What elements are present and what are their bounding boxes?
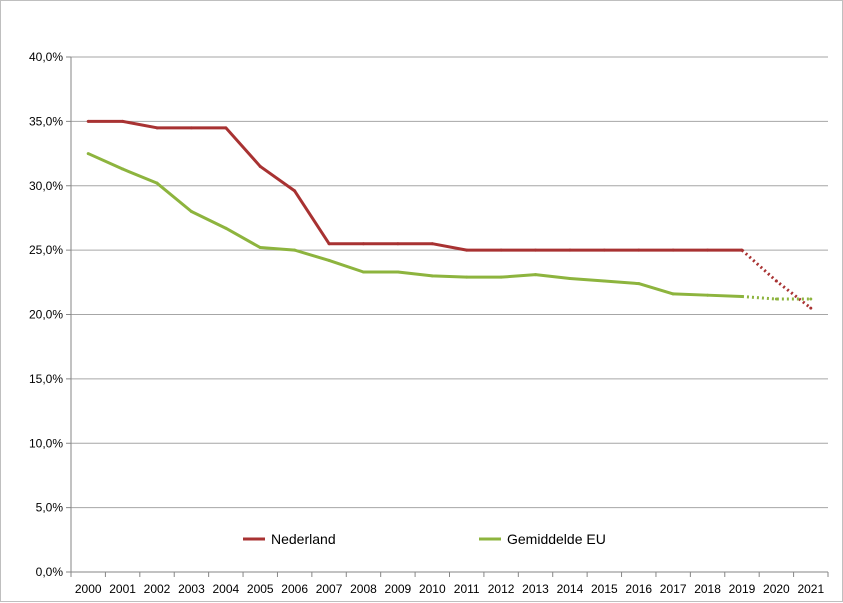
data-point-gemiddelde-eu xyxy=(671,292,675,296)
x-tick-label: 2003 xyxy=(178,582,205,596)
y-tick-label: 5,0% xyxy=(36,501,64,515)
x-tick-label: 2007 xyxy=(316,582,343,596)
y-tick-label: 30,0% xyxy=(29,179,63,193)
x-tick-label: 2021 xyxy=(797,582,824,596)
data-point-nederland xyxy=(637,248,641,252)
data-point-nederland xyxy=(499,248,503,252)
data-point-nederland xyxy=(293,189,297,193)
data-point-nederland xyxy=(602,248,606,252)
data-point-nederland xyxy=(568,248,572,252)
data-point-gemiddelde-eu xyxy=(465,275,469,279)
data-point-gemiddelde-eu xyxy=(706,293,710,297)
data-point-nederland xyxy=(809,306,813,310)
x-tick-label: 2013 xyxy=(522,582,549,596)
data-point-gemiddelde-eu xyxy=(189,210,193,213)
legend-label-gemiddelde-eu: Gemiddelde EU xyxy=(507,531,606,547)
data-point-nederland xyxy=(396,242,400,246)
x-tick-label: 2012 xyxy=(488,582,515,596)
x-tick-label: 2005 xyxy=(247,582,274,596)
x-tick-label: 2008 xyxy=(350,582,377,596)
y-tick-label: 10,0% xyxy=(29,436,63,450)
x-tick-label: 2010 xyxy=(419,582,446,596)
data-point-gemiddelde-eu xyxy=(293,248,297,252)
x-tick-label: 2011 xyxy=(454,582,480,596)
data-point-nederland xyxy=(86,119,90,123)
series-line-nederland xyxy=(88,119,742,252)
legend: Nederland Gemiddelde EU xyxy=(243,531,606,547)
data-point-nederland xyxy=(774,279,778,283)
legend-item-nederland: Nederland xyxy=(243,531,336,547)
y-tick-label: 20,0% xyxy=(29,308,63,322)
x-tick-label: 2019 xyxy=(729,582,756,596)
x-tick-label: 2014 xyxy=(557,582,584,596)
data-point-gemiddelde-eu xyxy=(602,279,606,283)
x-tick-label: 2006 xyxy=(281,582,308,596)
data-point-gemiddelde-eu xyxy=(534,273,538,277)
data-point-gemiddelde-eu xyxy=(224,226,228,230)
data-point-gemiddelde-eu xyxy=(86,152,90,156)
data-point-gemiddelde-eu xyxy=(361,270,365,274)
data-point-nederland xyxy=(327,242,331,246)
data-point-gemiddelde-eu xyxy=(499,275,503,279)
data-point-gemiddelde-eu xyxy=(258,246,262,250)
x-tick-label: 2002 xyxy=(144,582,171,596)
data-point-nederland xyxy=(465,248,469,252)
series-line-gemiddelde-eu xyxy=(87,152,743,298)
data-point-nederland xyxy=(430,242,434,246)
data-point-nederland xyxy=(155,126,159,130)
y-tick-label: 25,0% xyxy=(29,243,63,257)
x-tick-label: 2004 xyxy=(212,582,239,596)
x-tick-label: 2015 xyxy=(591,582,618,596)
x-tick-label: 2020 xyxy=(763,582,790,596)
series-layer xyxy=(86,119,813,310)
data-point-nederland xyxy=(258,164,262,168)
data-point-nederland xyxy=(224,126,228,130)
x-tick-label: 2016 xyxy=(625,582,652,596)
data-point-nederland xyxy=(671,248,675,252)
y-tick-label: 35,0% xyxy=(29,114,63,128)
legend-item-gemiddelde-eu: Gemiddelde EU xyxy=(479,531,606,547)
data-point-nederland xyxy=(121,119,125,123)
data-point-gemiddelde-eu xyxy=(774,297,778,301)
x-tick-label: 2009 xyxy=(385,582,412,596)
data-point-nederland xyxy=(706,248,710,252)
legend-label-nederland: Nederland xyxy=(271,531,336,547)
x-tick-label: 2018 xyxy=(694,582,721,596)
y-axis-tick-labels: 0,0% 5,0% 10,0% 15,0% 20,0% 25,0% 30,0% 35,0% 40… xyxy=(29,50,63,579)
y-tick-label: 0,0% xyxy=(36,565,64,579)
data-point-gemiddelde-eu xyxy=(121,167,125,171)
data-point-gemiddelde-eu xyxy=(740,294,744,298)
data-point-gemiddelde-eu xyxy=(637,282,641,286)
x-tick-label: 2001 xyxy=(109,582,136,596)
data-point-nederland xyxy=(534,248,538,252)
data-point-gemiddelde-eu xyxy=(568,276,572,280)
data-point-gemiddelde-eu xyxy=(809,297,813,301)
y-tick-label: 40,0% xyxy=(29,50,63,64)
y-tick-label: 15,0% xyxy=(29,372,63,386)
x-tick-label: 2000 xyxy=(75,582,102,596)
data-point-gemiddelde-eu xyxy=(155,181,159,185)
x-axis-tick-labels: 2000 2001 2002 2003 2004 2005 2006 2007 2008 2009… xyxy=(70,572,829,596)
data-point-gemiddelde-eu xyxy=(430,274,434,278)
data-point-nederland xyxy=(189,126,193,130)
x-tick-label: 2017 xyxy=(660,582,687,596)
data-point-nederland xyxy=(361,242,365,246)
gridlines xyxy=(66,56,828,573)
data-point-gemiddelde-eu xyxy=(396,270,400,274)
data-point-nederland xyxy=(740,248,744,252)
data-point-gemiddelde-eu xyxy=(327,258,331,262)
series-projection-gemiddelde-eu xyxy=(741,294,811,301)
